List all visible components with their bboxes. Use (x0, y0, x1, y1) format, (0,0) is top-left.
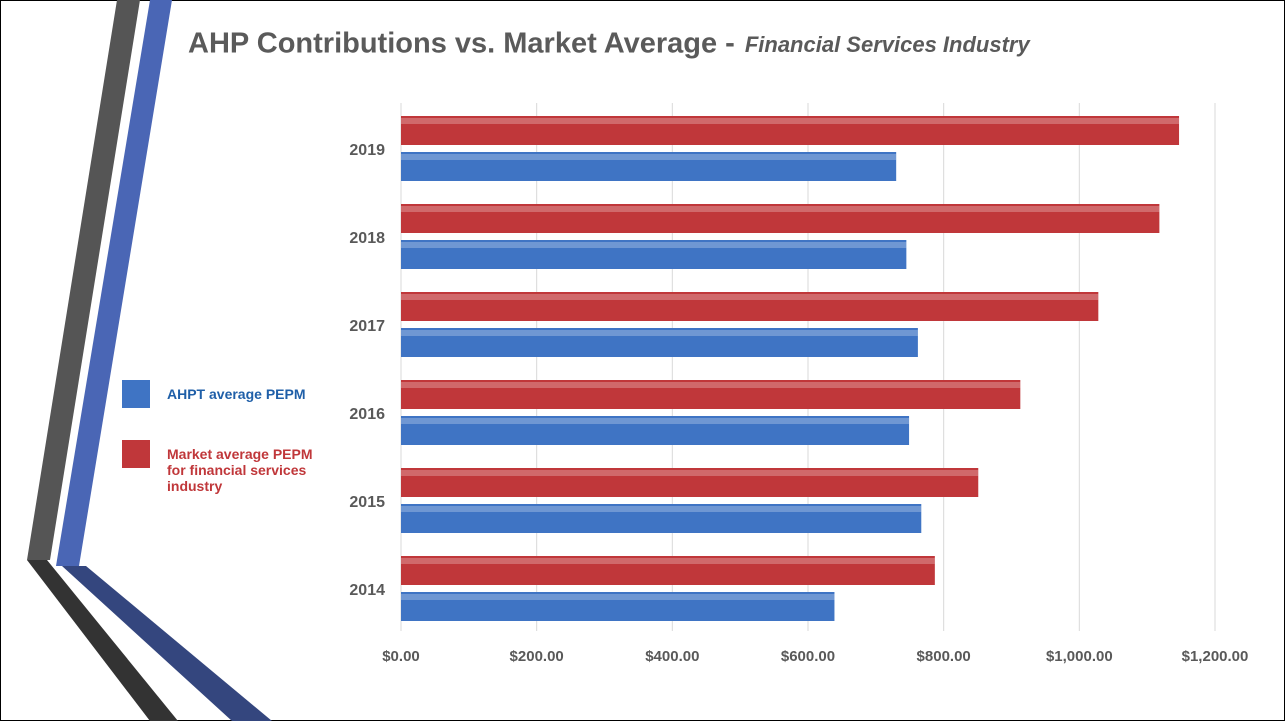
y-tick-label: 2017 (349, 318, 385, 335)
legend-label: AHPT average PEPM (167, 386, 306, 402)
y-tick-label: 2019 (349, 142, 385, 159)
bar (401, 504, 922, 533)
bar-highlight (401, 418, 910, 424)
bar-highlight (401, 330, 918, 336)
bar (401, 292, 1099, 321)
bar-highlight (401, 558, 935, 564)
bar (401, 204, 1160, 233)
bar (401, 116, 1180, 145)
y-tick-label: 2016 (349, 406, 385, 423)
x-tick-label: $800.00 (917, 648, 971, 665)
decor-stripe (62, 566, 272, 721)
bar (401, 416, 910, 445)
bar (401, 380, 1021, 409)
y-tick-label: 2014 (349, 582, 385, 599)
legend-swatch (122, 440, 150, 468)
bar-highlight (401, 470, 979, 476)
x-tick-label: $600.00 (781, 648, 835, 665)
x-tick-label: $200.00 (510, 648, 564, 665)
bar-highlight (401, 382, 1021, 388)
bar (401, 152, 897, 181)
y-tick-label: 2018 (349, 230, 385, 247)
bar-highlight (401, 242, 907, 248)
bar-highlight (401, 154, 897, 160)
bar-highlight (401, 594, 835, 600)
bar-highlight (401, 506, 922, 512)
y-tick-label: 2015 (349, 494, 385, 511)
bar (401, 240, 907, 269)
x-tick-label: $1,000.00 (1046, 648, 1113, 665)
legend-label: Market average PEPM for financial servic… (167, 446, 313, 494)
bar (401, 328, 918, 357)
chart-title: AHP Contributions vs. Market Average - (188, 28, 735, 60)
bar (401, 592, 835, 621)
x-tick-label: $1,200.00 (1182, 648, 1249, 665)
bar-highlight (401, 206, 1160, 212)
decor-stripe (56, 0, 172, 566)
decor-stripe (27, 560, 178, 721)
decor-stripe (27, 0, 140, 560)
bar (401, 468, 979, 497)
x-tick-label: $0.00 (382, 648, 420, 665)
x-tick-label: $400.00 (645, 648, 699, 665)
bar-highlight (401, 294, 1099, 300)
bar (401, 556, 935, 585)
bar-highlight (401, 118, 1180, 124)
legend-swatch (122, 380, 150, 408)
chart-subtitle: Financial Services Industry (745, 32, 1032, 57)
